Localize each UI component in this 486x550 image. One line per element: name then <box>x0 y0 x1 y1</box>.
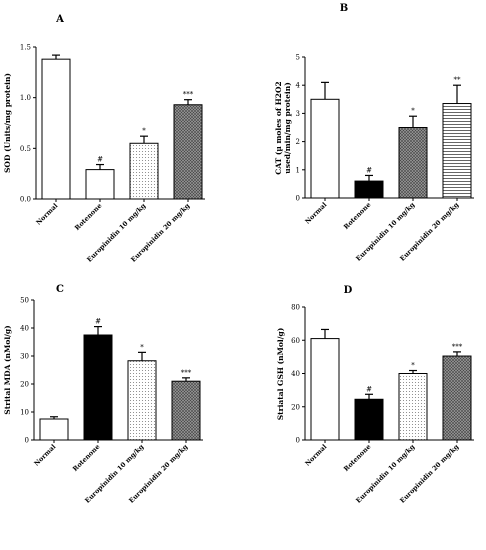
y-tick-label: 5 <box>296 54 300 62</box>
y-tick-label: 1 <box>296 166 300 174</box>
y-axis-label-line: CAT (µ moles of H2O2 <box>274 81 283 175</box>
y-axis-label: Strital MDA (nMol/g) <box>3 325 12 414</box>
bar <box>129 142 159 200</box>
bar <box>171 380 201 441</box>
y-axis-label: Striatal GSH (nMol/g) <box>276 328 285 421</box>
y-tick-label: 2 <box>296 138 300 146</box>
bar <box>41 58 71 200</box>
bar <box>127 360 157 441</box>
y-tick-label: 10 <box>20 409 29 417</box>
significance-label: * <box>411 362 415 370</box>
significance-label: *** <box>181 369 192 377</box>
significance-label: # <box>95 318 101 326</box>
y-tick-label: 0 <box>296 195 300 203</box>
bar <box>310 338 340 441</box>
chart-panel-a: A SOD (Units/mg protein) 0.0 0.5 1.0 1.5 Norma… <box>3 14 205 264</box>
bar <box>398 127 428 199</box>
chart-panel-b: B CAT (µ moles of H2O2used/min/mg protein… <box>274 3 474 263</box>
category-label: Rotenone <box>71 443 101 473</box>
category-label: Rotenone <box>342 443 372 473</box>
y-tick-label: 0.5 <box>20 145 31 153</box>
y-tick-label: 20 <box>291 403 300 411</box>
y-tick-label: 60 <box>291 337 300 345</box>
significance-label: ** <box>454 76 462 84</box>
y-tick-label: 20 <box>20 381 29 389</box>
chart-panel-c: C Strital MDA (nMol/g) 0 10 20 30 40 50 Normal # R… <box>3 284 203 505</box>
panel-label: D <box>344 285 353 296</box>
y-tick-label: 30 <box>20 353 29 361</box>
y-tick-label: 4 <box>296 82 301 90</box>
category-label: Rotenone <box>73 202 103 232</box>
y-tick-label: 0 <box>296 437 300 445</box>
y-tick-label: 0.0 <box>20 196 31 204</box>
bar <box>442 103 472 199</box>
y-tick-label: 1.5 <box>20 44 31 52</box>
category-label: Normal <box>34 201 59 226</box>
y-tick-label: 0 <box>25 437 29 445</box>
significance-label: # <box>366 385 372 393</box>
bar <box>83 334 113 441</box>
y-axis-label-line: used/min/mg protein) <box>283 82 292 173</box>
bar <box>354 398 384 441</box>
significance-label: * <box>411 107 415 115</box>
category-label: Rotenone <box>342 201 372 231</box>
category-label: Normal <box>303 200 328 225</box>
significance-label: *** <box>452 343 463 351</box>
significance-label: # <box>366 166 372 174</box>
y-axis-label: CAT (µ moles of H2O2used/min/mg protein) <box>274 81 292 175</box>
panel-label: C <box>56 284 64 295</box>
chart-panel-d: D Striatal GSH (nMol/g) 0 20 40 60 80 Normal # Ro… <box>276 285 474 505</box>
significance-label: * <box>142 127 146 135</box>
category-label: Normal <box>303 442 328 467</box>
y-axis-label: SOD (Units/mg protein) <box>3 73 12 173</box>
bar <box>310 98 340 199</box>
y-tick-label: 3 <box>296 110 300 118</box>
significance-label: # <box>97 156 103 164</box>
y-tick-label: 40 <box>291 370 300 378</box>
y-tick-label: 1.0 <box>20 94 31 102</box>
panel-label: B <box>340 3 348 14</box>
bar <box>398 373 428 441</box>
bar <box>442 355 472 441</box>
y-tick-label: 40 <box>20 325 29 333</box>
panel-label: A <box>55 14 64 25</box>
y-tick-label: 80 <box>291 304 300 312</box>
bar <box>354 180 384 199</box>
bar <box>85 169 115 200</box>
significance-label: *** <box>183 91 194 99</box>
category-label: Normal <box>32 442 57 467</box>
bar <box>173 104 203 200</box>
significance-label: * <box>140 343 144 351</box>
y-tick-label: 50 <box>20 297 29 305</box>
bar <box>39 418 69 441</box>
